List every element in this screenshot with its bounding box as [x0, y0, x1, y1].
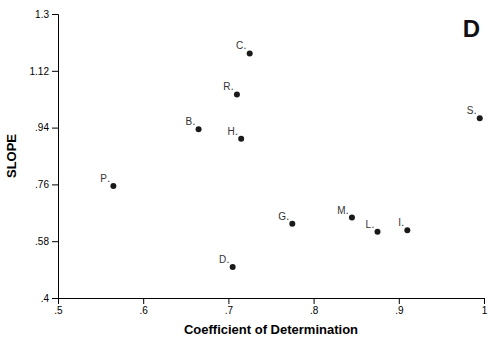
y-axis: .4 .58 .76 .94 1.12 1.3 — [30, 9, 59, 304]
point — [289, 221, 295, 227]
point-label: G․ — [278, 211, 289, 222]
point-label: B․ — [186, 116, 196, 127]
point-labels: S․ H․ B․ R․ C․ P․ L․ M․ G․ D․ I․ — [100, 40, 476, 265]
y-tick-mark — [52, 14, 58, 15]
point — [477, 115, 483, 121]
x-tick-mark — [228, 298, 229, 304]
x-axis-title: Coefficient of Determination — [184, 322, 358, 337]
point-label: C․ — [236, 40, 247, 51]
point-label: I․ — [398, 217, 404, 228]
x-tick-label: .5 — [54, 305, 63, 316]
y-tick: .94 — [35, 122, 58, 133]
point-label: M․ — [337, 205, 349, 216]
y-tick-mark — [52, 241, 58, 242]
y-tick-label: .76 — [35, 179, 49, 190]
x-tick: .9 — [395, 298, 404, 316]
y-tick-label: .4 — [41, 293, 50, 304]
x-tick: .7 — [225, 298, 234, 316]
y-tick-mark — [52, 71, 58, 72]
plot: .5 .6 .7 .8 .9 1 .4 .58 .76 .94 1.12 1.3 S․ H․ B․ R․ C․ P… — [30, 9, 488, 316]
x-tick: .5 — [54, 298, 63, 316]
x-axis: .5 .6 .7 .8 .9 1 — [54, 298, 487, 316]
x-tick-mark — [399, 298, 400, 304]
x-tick: .8 — [310, 298, 319, 316]
point — [404, 227, 410, 233]
y-axis-line — [52, 15, 59, 299]
corner-label: D — [463, 15, 480, 42]
point — [196, 126, 202, 132]
chart: .5 .6 .7 .8 .9 1 .4 .58 .76 .94 1.12 1.3 S․ H․ B․ R․ C․ P… — [0, 0, 500, 342]
x-tick: .6 — [140, 298, 149, 316]
point — [230, 264, 236, 270]
x-tick-mark — [314, 298, 315, 304]
y-tick: 1.12 — [30, 66, 58, 77]
point — [234, 91, 240, 97]
y-tick: .58 — [35, 236, 58, 247]
y-axis-title: SLOPE — [4, 134, 19, 178]
x-tick-label: .9 — [395, 305, 404, 316]
x-tick-label: .8 — [310, 305, 319, 316]
point — [349, 215, 355, 221]
y-tick-label: 1.3 — [35, 9, 49, 20]
points — [110, 50, 482, 270]
x-tick-label: 1 — [482, 305, 488, 316]
point-label: S․ — [467, 105, 477, 116]
y-tick-label: .94 — [35, 122, 49, 133]
y-tick-mark — [52, 184, 58, 185]
x-axis-line — [59, 299, 485, 305]
point-label: P․ — [100, 173, 110, 184]
x-tick: 1 — [482, 298, 488, 316]
point — [247, 50, 253, 56]
point — [110, 183, 116, 189]
y-tick-label: .58 — [35, 236, 49, 247]
point-label: H․ — [228, 126, 239, 137]
y-tick-label: 1.12 — [30, 66, 50, 77]
y-tick: .76 — [35, 179, 58, 190]
x-tick-label: .7 — [225, 305, 234, 316]
point — [375, 229, 381, 235]
point-label: D․ — [219, 254, 230, 265]
y-tick: 1.3 — [35, 9, 58, 20]
x-tick-label: .6 — [140, 305, 149, 316]
y-tick-mark — [52, 298, 58, 299]
point-label: R․ — [223, 81, 234, 92]
y-tick-mark — [52, 128, 58, 129]
point-label: L․ — [366, 219, 375, 230]
x-tick-mark — [484, 298, 485, 304]
point — [238, 136, 244, 142]
y-tick: .4 — [41, 293, 58, 304]
x-tick-mark — [143, 298, 144, 304]
